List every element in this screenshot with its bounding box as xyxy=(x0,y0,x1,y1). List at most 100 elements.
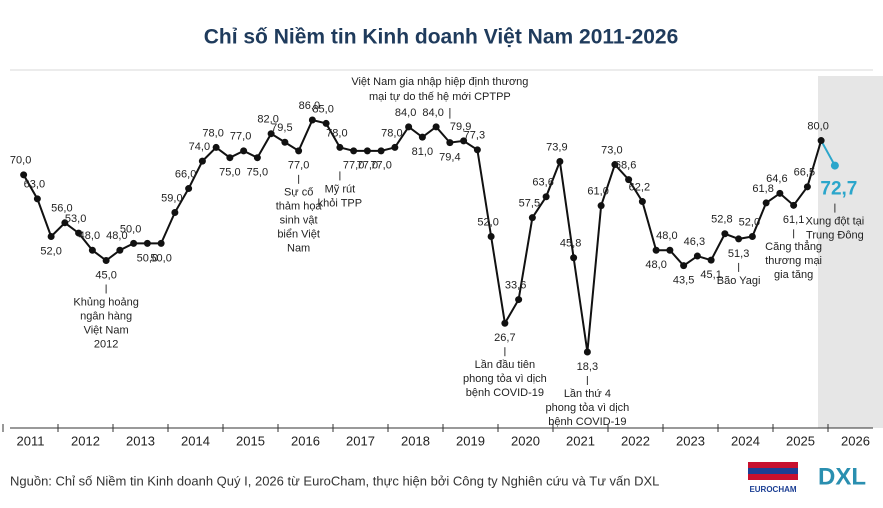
data-point xyxy=(171,209,179,217)
data-point xyxy=(143,239,151,247)
data-label: 68,6 xyxy=(615,160,636,172)
data-point xyxy=(515,296,523,304)
data-label: 45,1 xyxy=(700,269,721,281)
data-label: 79,5 xyxy=(271,122,292,134)
data-point xyxy=(817,137,825,145)
data-label: 82,0 xyxy=(257,114,278,126)
annotation: bệnh COVID-19 xyxy=(466,387,544,399)
data-point xyxy=(240,147,248,155)
data-point xyxy=(803,183,811,191)
data-point xyxy=(611,161,619,169)
x-tick-label: 2023 xyxy=(676,433,705,448)
x-tick-label: 2025 xyxy=(786,433,815,448)
data-point xyxy=(350,147,358,155)
data-label: 46,3 xyxy=(684,236,705,248)
annotation: Việt Nam xyxy=(84,324,129,336)
data-label: 56,0 xyxy=(51,203,72,215)
data-point xyxy=(446,139,454,147)
x-tick-label: 2026 xyxy=(841,433,870,448)
annotation: Xung đột tại xyxy=(806,215,865,227)
data-label: 52,0 xyxy=(739,216,760,228)
data-point xyxy=(75,229,83,237)
data-point xyxy=(295,147,303,155)
data-label: 75,0 xyxy=(247,167,268,179)
data-label: 66,0 xyxy=(175,168,196,180)
chart-title: Chỉ số Niềm tin Kinh doanh Việt Nam 2011… xyxy=(204,26,679,49)
data-point xyxy=(776,189,784,197)
data-label: 84,0 xyxy=(422,107,443,119)
data-point xyxy=(597,202,605,210)
annotation: Căng thẳng xyxy=(765,240,822,253)
annotation: mại tự do thế hệ mới CPTPP xyxy=(369,91,511,103)
data-label: 63,6 xyxy=(532,177,553,189)
x-tick-label: 2017 xyxy=(346,433,375,448)
data-point xyxy=(116,246,124,254)
data-point xyxy=(735,235,743,243)
data-label: 77,0 xyxy=(370,160,391,172)
data-label: 52,8 xyxy=(711,214,732,226)
data-label: 75,0 xyxy=(219,167,240,179)
x-tick-label: 2015 xyxy=(236,433,265,448)
data-label: 77,3 xyxy=(464,130,485,142)
x-tick-label: 2020 xyxy=(511,433,540,448)
annotation: Khủng hoảng xyxy=(73,296,138,308)
data-point xyxy=(405,123,413,131)
data-point xyxy=(652,246,660,254)
data-label: 74,0 xyxy=(189,141,210,153)
data-point xyxy=(528,214,536,222)
data-point xyxy=(102,257,110,265)
data-label: 59,0 xyxy=(161,192,182,204)
logo-eurocham: EUROCHAM xyxy=(749,485,796,494)
data-label: 61,8 xyxy=(752,183,773,195)
data-label: 26,7 xyxy=(494,332,515,344)
data-label: 77,0 xyxy=(230,131,251,143)
data-label: 73,0 xyxy=(601,144,622,156)
annotation: thảm họa xyxy=(276,201,323,213)
data-label: 18,3 xyxy=(577,361,598,373)
data-point xyxy=(721,230,729,238)
data-label: 77,0 xyxy=(343,160,364,172)
annotation: biển Việt xyxy=(277,229,320,241)
data-point xyxy=(377,147,385,155)
data-point xyxy=(790,201,798,209)
data-label: 73,9 xyxy=(546,141,567,153)
annotation: Nam xyxy=(287,243,310,255)
data-label: 61,0 xyxy=(587,186,608,198)
data-label: 78,0 xyxy=(381,127,402,139)
data-point xyxy=(460,137,468,145)
x-tick-label: 2016 xyxy=(291,433,320,448)
data-point xyxy=(666,246,674,254)
data-point xyxy=(583,348,591,356)
annotation: Bão Yagi xyxy=(717,275,761,287)
data-point xyxy=(707,256,715,264)
data-label: 66,5 xyxy=(794,167,815,179)
data-label: 53,0 xyxy=(65,213,86,225)
annotation: Trung Đông xyxy=(806,229,864,241)
data-label: 48,0 xyxy=(79,230,100,242)
data-label: 50,0 xyxy=(150,252,171,264)
annotation: Lần thứ 4 xyxy=(564,388,611,400)
data-label: 61,1 xyxy=(783,214,804,226)
data-label: 85,0 xyxy=(312,103,333,115)
data-point xyxy=(473,146,481,154)
data-label: 50,0 xyxy=(120,223,141,235)
data-point xyxy=(748,233,756,241)
data-point xyxy=(226,154,234,162)
data-label: 79,4 xyxy=(439,152,460,164)
data-label: 81,0 xyxy=(412,146,433,158)
data-label: 45,0 xyxy=(95,269,116,281)
data-point xyxy=(308,116,316,124)
data-label: 63,0 xyxy=(24,179,45,191)
annotation: Việt Nam gia nhập hiệp định thương xyxy=(351,76,528,88)
logo-flag-stripe xyxy=(748,468,798,474)
data-label: 50,0 xyxy=(137,252,158,264)
data-point xyxy=(157,239,165,247)
data-label: 51,3 xyxy=(728,248,749,260)
annotation: 2012 xyxy=(94,338,118,350)
annotation: Mỹ rút xyxy=(325,183,356,195)
x-tick-label: 2013 xyxy=(126,433,155,448)
data-point xyxy=(198,157,206,165)
data-point xyxy=(47,233,55,241)
data-label: 48,0 xyxy=(656,230,677,242)
